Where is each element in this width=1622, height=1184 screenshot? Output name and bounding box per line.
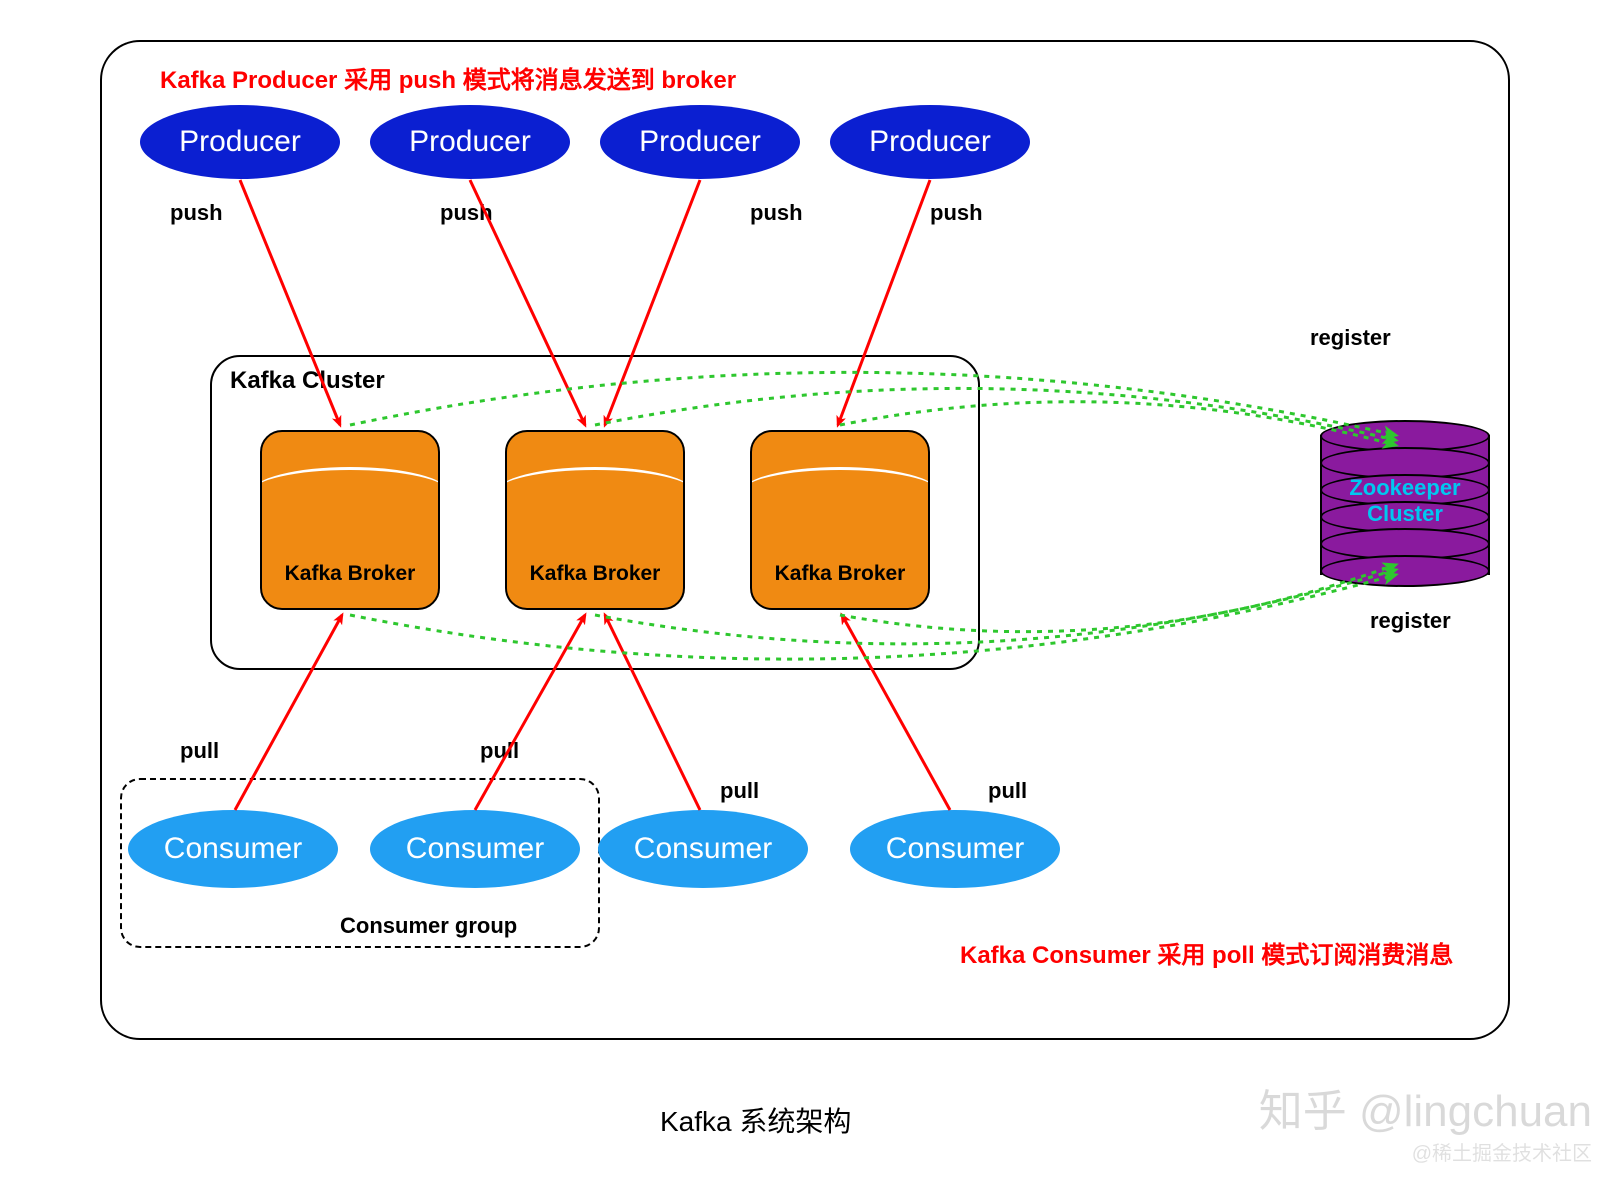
kafka-broker-node: Kafka Broker: [750, 430, 930, 610]
pull-label: pull: [180, 738, 219, 764]
diagram-canvas: Kafka Producer 采用 push 模式将消息发送到 broker P…: [0, 0, 1622, 1184]
producer-node: Producer: [370, 105, 570, 179]
pull-label: pull: [720, 778, 759, 804]
watermark-juejin: @稀土掘金技术社区: [1412, 1137, 1592, 1166]
push-label: push: [170, 200, 223, 226]
register-label: register: [1370, 608, 1451, 634]
zk-label: Zookeeper Cluster: [1320, 475, 1490, 527]
consumer-group-label: Consumer group: [340, 913, 517, 939]
consumer-node: Consumer: [598, 810, 808, 888]
zk-line1: Zookeeper: [1349, 475, 1460, 500]
caption: Kafka 系统架构: [660, 1100, 851, 1140]
consumer-node: Consumer: [128, 810, 338, 888]
consumer-note: Kafka Consumer 采用 poll 模式订阅消费消息: [960, 935, 1453, 970]
producer-note: Kafka Producer 采用 push 模式将消息发送到 broker: [160, 60, 736, 95]
zk-line2: Cluster: [1367, 501, 1443, 526]
push-label: push: [750, 200, 803, 226]
kafka-broker-node: Kafka Broker: [260, 430, 440, 610]
push-label: push: [440, 200, 493, 226]
zookeeper-cluster: Zookeeper Cluster: [1320, 420, 1490, 590]
pull-label: pull: [988, 778, 1027, 804]
producer-node: Producer: [830, 105, 1030, 179]
pull-label: pull: [480, 738, 519, 764]
register-label: register: [1310, 325, 1391, 351]
cluster-title: Kafka Cluster: [230, 367, 385, 395]
producer-node: Producer: [140, 105, 340, 179]
consumer-node: Consumer: [850, 810, 1060, 888]
watermark-zhihu: 知乎 @lingchuan: [1259, 1075, 1592, 1139]
producer-node: Producer: [600, 105, 800, 179]
consumer-node: Consumer: [370, 810, 580, 888]
kafka-broker-node: Kafka Broker: [505, 430, 685, 610]
push-label: push: [930, 200, 983, 226]
